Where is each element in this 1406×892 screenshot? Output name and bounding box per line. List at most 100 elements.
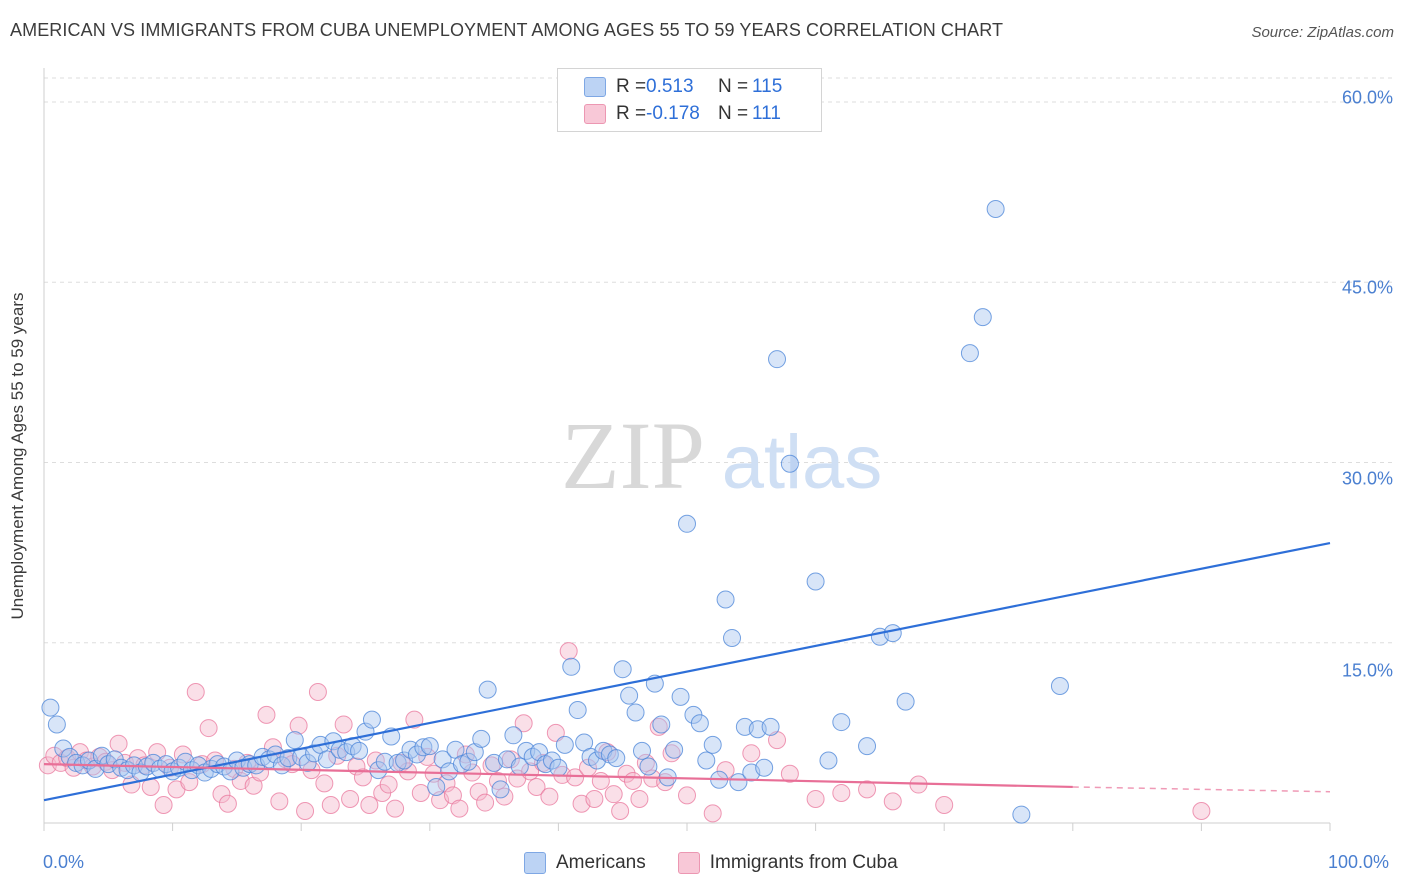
legend-r-label: R =	[616, 76, 647, 97]
data-point-americans	[723, 628, 742, 647]
data-point-cuba	[411, 783, 430, 802]
data-point-cuba	[199, 719, 218, 738]
watermark-atlas: atlas	[722, 420, 883, 505]
data-point-americans	[279, 749, 298, 768]
data-point-cuba	[218, 794, 237, 813]
legend-n-label: N =	[718, 76, 749, 97]
data-point-americans	[652, 715, 671, 734]
data-point-cuba	[604, 785, 623, 804]
data-point-americans	[427, 777, 446, 796]
data-point-cuba	[883, 792, 902, 811]
data-point-cuba	[935, 795, 954, 814]
source-label: Source: ZipAtlas.com	[1251, 24, 1394, 41]
data-point-cuba	[611, 801, 630, 820]
data-point-cuba	[566, 768, 585, 787]
legend-swatch-cuba	[677, 852, 700, 874]
data-point-americans	[806, 572, 825, 591]
data-point-americans	[41, 698, 60, 717]
data-point-cuba	[469, 782, 488, 801]
data-point-cuba	[379, 775, 398, 794]
data-point-cuba	[308, 683, 327, 702]
data-point-americans	[1012, 805, 1031, 824]
stats-legend: R = 0.513 N = 115 R = -0.178 N = 111	[557, 68, 822, 132]
y-tick-label: 15.0%	[1341, 660, 1393, 681]
legend-swatch-cuba	[584, 104, 606, 124]
y-tick-label: 45.0%	[1341, 277, 1393, 298]
data-point-cuba	[341, 789, 360, 808]
legend-label-cuba: Immigrants from Cuba	[709, 852, 898, 873]
data-point-cuba	[559, 642, 578, 661]
data-point-americans	[472, 729, 491, 748]
data-point-cuba	[768, 731, 787, 750]
data-point-americans	[47, 715, 66, 734]
trend-lines	[43, 541, 1331, 802]
data-point-cuba	[244, 776, 263, 795]
legend-r-value: -0.178	[646, 103, 700, 124]
legend-r-label: R =	[616, 103, 647, 124]
data-point-americans	[832, 713, 851, 732]
data-point-americans	[665, 740, 684, 759]
data-point-americans	[678, 514, 696, 533]
data-point-cuba	[450, 799, 469, 818]
legend-item-cuba[interactable]: Immigrants from Cuba	[677, 852, 898, 874]
data-point-americans	[362, 710, 381, 729]
data-point-americans	[504, 726, 523, 745]
axes	[43, 68, 1331, 831]
data-point-cuba	[678, 786, 696, 805]
data-point-cuba	[212, 785, 231, 804]
data-point-cuba	[1192, 801, 1211, 820]
data-point-cuba	[703, 804, 722, 823]
legend-swatch-americans	[524, 852, 546, 874]
watermark-zip: ZIP	[561, 402, 705, 509]
data-point-americans	[632, 741, 651, 760]
data-point-cuba	[649, 717, 668, 736]
data-point-americans	[285, 731, 304, 750]
data-point-americans	[768, 350, 787, 369]
data-point-cuba	[630, 789, 649, 808]
trend-line-cuba	[43, 763, 1073, 789]
data-point-cuba	[742, 744, 761, 763]
y-tick-label: 60.0%	[1341, 87, 1393, 108]
legend-row-americans: R = 0.513 N = 115	[584, 74, 782, 100]
data-point-cuba	[360, 795, 379, 814]
data-point-americans	[414, 738, 433, 757]
series-americans	[41, 199, 1069, 824]
trend-line-americans	[43, 541, 1331, 802]
data-point-americans	[973, 308, 992, 327]
data-point-cuba	[296, 801, 315, 820]
y-tick-label: 30.0%	[1341, 468, 1393, 489]
data-point-americans	[491, 780, 510, 799]
grid-lines	[44, 77, 1395, 644]
trend-line-cuba-extension	[1072, 786, 1331, 793]
data-point-americans	[986, 199, 1005, 218]
legend-item-americans[interactable]: Americans	[524, 852, 646, 874]
data-point-americans	[960, 344, 979, 363]
data-point-americans	[420, 737, 439, 756]
data-point-cuba	[858, 780, 877, 799]
data-point-americans	[549, 758, 568, 777]
legend-n-value: 111	[752, 103, 781, 124]
data-point-cuba	[186, 683, 205, 702]
data-point-americans	[607, 749, 626, 768]
data-point-cuba	[289, 716, 308, 735]
data-point-americans	[568, 701, 587, 720]
data-point-cuba	[321, 795, 340, 814]
watermark: ZIP atlas	[561, 402, 882, 509]
data-point-americans	[1050, 677, 1069, 696]
data-point-cuba	[334, 715, 353, 734]
data-point-americans	[555, 735, 574, 754]
data-point-cuba	[353, 768, 372, 787]
data-point-americans	[729, 773, 748, 792]
data-point-cuba	[443, 786, 462, 805]
data-point-cuba	[527, 777, 546, 796]
data-point-cuba	[476, 793, 495, 812]
data-point-americans	[671, 687, 690, 706]
data-point-americans	[350, 741, 369, 760]
data-point-cuba	[180, 773, 199, 792]
data-point-cuba	[832, 783, 851, 802]
x-tick-label: 100.0%	[1328, 852, 1390, 872]
chart-title: AMERICAN VS IMMIGRANTS FROM CUBA UNEMPLO…	[10, 20, 1004, 40]
data-point-americans	[375, 752, 394, 771]
data-point-cuba	[623, 771, 642, 790]
